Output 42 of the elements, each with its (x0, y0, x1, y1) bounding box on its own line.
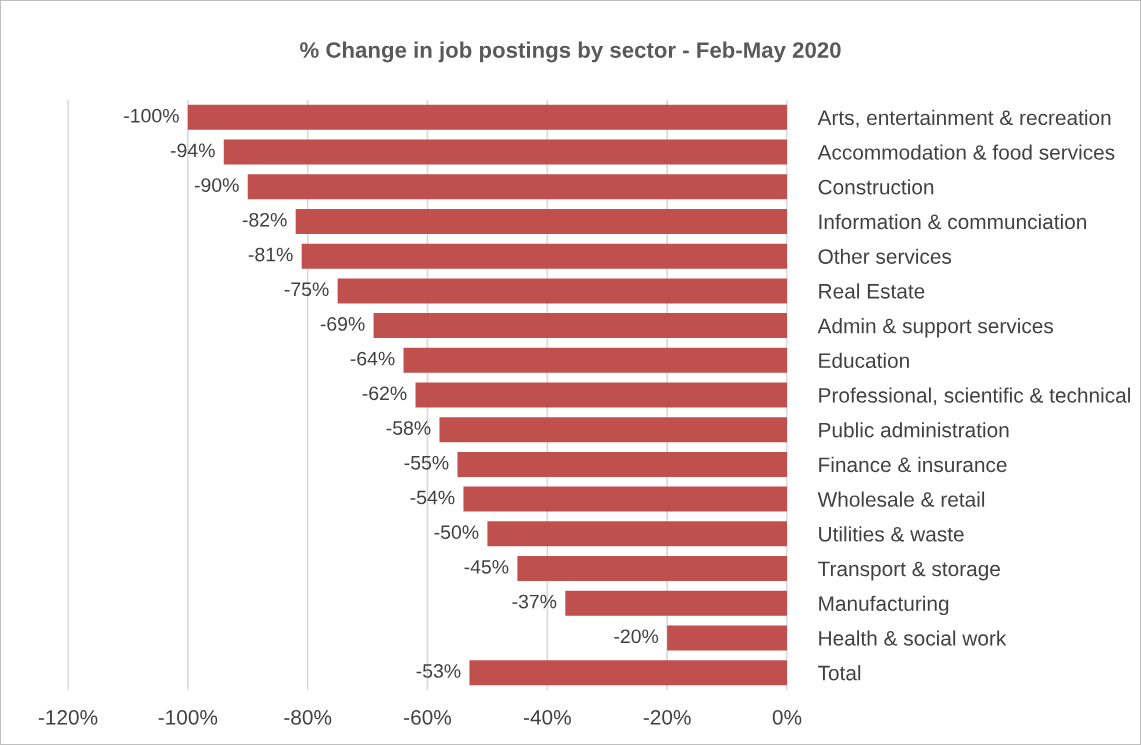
y-tick-label: Arts, entertainment & recreation (817, 109, 1111, 128)
x-tick-label: -20% (643, 709, 691, 725)
y-tick-label: Health & social work (819, 630, 1007, 646)
data-label: -69% (320, 317, 365, 331)
data-label: -58% (386, 421, 431, 435)
data-label: -55% (404, 455, 449, 470)
data-label: -53% (416, 664, 461, 678)
y-tick-label: Education (819, 352, 909, 369)
y-tick-label: Transport & storage (818, 561, 1000, 581)
x-tick-label: -80% (284, 709, 332, 725)
data-label: -94% (170, 143, 215, 158)
y-tick-label: Construction (818, 179, 934, 195)
x-tick-label: -100% (158, 709, 218, 725)
data-label: -82% (242, 212, 287, 227)
chart-title: % Change in job postings by sector - Feb-May 2020 (300, 41, 841, 63)
data-label: -64% (350, 351, 395, 366)
y-tick-label: Utilities & waste (819, 526, 964, 542)
data-label: -20% (614, 629, 659, 644)
x-tick-label: -60% (404, 709, 452, 725)
data-label: -37% (512, 594, 557, 609)
y-tick-label: Public administration (819, 422, 1009, 438)
data-label: -62% (362, 386, 407, 401)
data-label: -100% (124, 108, 179, 123)
y-tick-label: Manufacturing (819, 595, 949, 616)
x-tick-label: -120% (38, 709, 98, 725)
x-tick-label: -40% (523, 709, 571, 725)
y-tick-label: Admin & support services (817, 318, 1054, 338)
data-label: -50% (434, 525, 479, 540)
y-tick-label: Accommodation & food services (817, 144, 1115, 160)
y-tick-label: Professional, scientific & technical (819, 387, 1130, 406)
y-tick-label: Information & communciation (819, 213, 1086, 230)
x-tick-label: 0% (772, 709, 802, 725)
data-label: -81% (248, 247, 293, 262)
y-tick-label: Real Estate (819, 283, 925, 299)
data-label: -45% (464, 560, 509, 574)
y-tick-label: Total (818, 665, 861, 681)
y-tick-label: Wholesale & retail (817, 491, 985, 507)
data-label: -54% (410, 490, 455, 505)
y-tick-label: Finance & insurance (819, 456, 1007, 473)
data-label: -90% (194, 178, 239, 192)
data-label: -75% (284, 282, 329, 297)
y-tick-label: Other services (818, 248, 952, 264)
